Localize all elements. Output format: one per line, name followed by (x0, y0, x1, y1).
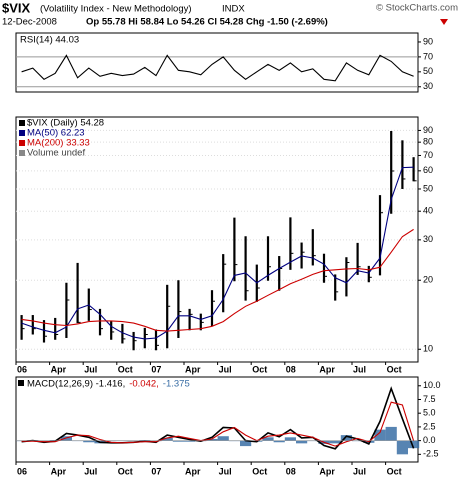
histogram-bar (374, 429, 386, 441)
series-line (21, 228, 414, 332)
x-tick-label: Apr (319, 466, 335, 476)
legend-entry: MACD(12,26,9) -1.416, (27, 379, 125, 390)
x-tick-label: Jul (84, 466, 97, 476)
x-tick-label: Apr (51, 466, 67, 476)
y-tick-label: 90 (423, 36, 433, 46)
x-tick-label: 08 (286, 466, 296, 476)
histogram-bar (396, 440, 408, 455)
y-tick-label: 10 (423, 344, 433, 354)
legend-entry: MA(200) 33.33 (27, 138, 90, 149)
credit: © StockCharts.com (376, 3, 458, 14)
series-line (21, 386, 415, 450)
histogram-bar (385, 426, 397, 441)
legend-swatch (19, 140, 25, 146)
x-tick-label: Jul (219, 466, 232, 476)
y-tick-label: 80 (423, 137, 433, 147)
date: 12-Dec-2008 (2, 17, 57, 28)
x-tick-label: Oct (387, 466, 402, 476)
histogram-bar (262, 437, 274, 441)
x-tick-label: Oct (252, 364, 267, 374)
y-tick-label: 0.0 (423, 435, 436, 445)
y-tick-label: 70 (423, 51, 433, 61)
legend-swatch (19, 150, 25, 156)
histogram-bar (296, 440, 308, 444)
x-tick-label: 07 (151, 466, 161, 476)
x-tick-label: Oct (118, 466, 133, 476)
y-tick-label: 2.5 (423, 421, 436, 431)
y-tick-label: 30 (423, 81, 433, 91)
histogram-bar (329, 440, 341, 444)
x-tick-label: Apr (319, 364, 335, 374)
x-tick-label: 08 (286, 364, 296, 374)
legend-swatch (18, 380, 24, 386)
y-tick-label: 60 (423, 165, 433, 175)
legend-entry: -1.375 (163, 379, 190, 390)
histogram-bar (184, 440, 196, 442)
legend-bg (18, 34, 110, 45)
quote: Op 55.78 Hi 58.84 Lo 54.26 Cl 54.28 Chg … (86, 17, 328, 28)
y-tick-label: 50 (423, 66, 433, 76)
x-tick-label: Apr (51, 364, 67, 374)
x-tick-label: Oct (387, 364, 402, 374)
description: (Volatility Index - New Methodology) (40, 4, 192, 15)
y-tick-label: 90 (423, 125, 433, 135)
legend-entry: Volume undef (27, 148, 85, 159)
y-tick-label: 50 (423, 183, 433, 193)
histogram-bar (408, 440, 420, 449)
x-tick-label: Apr (185, 364, 201, 374)
y-tick-label: 40 (423, 206, 433, 216)
legend-entry: $VIX (Daily) 54.28 (27, 118, 104, 129)
down-arrow (440, 19, 448, 25)
histogram-bar (172, 440, 184, 442)
legend-entry: MA(50) 62.23 (27, 128, 85, 139)
x-tick-label: Oct (252, 466, 267, 476)
y-tick-label: 30 (423, 234, 433, 244)
x-tick-label: Jul (353, 364, 366, 374)
histogram-bar (83, 440, 95, 443)
panel-frame (15, 376, 419, 463)
histogram-bar (217, 436, 229, 441)
exchange: INDX (222, 4, 245, 15)
y-tick-label: 5.0 (423, 408, 436, 418)
x-tick-label: 07 (151, 364, 161, 374)
series-line (21, 166, 414, 340)
x-tick-label: 06 (17, 466, 27, 476)
x-tick-label: 06 (17, 364, 27, 374)
histogram-bar (206, 438, 218, 441)
legend-entry: -0.042, (129, 379, 159, 390)
y-tick-label: 20 (423, 275, 433, 285)
histogram-bar (273, 440, 285, 443)
y-tick-label: 70 (423, 150, 433, 160)
x-tick-label: Jul (353, 466, 366, 476)
y-tick-label: 10.0 (423, 380, 441, 390)
y-tick-label: 7.5 (423, 394, 436, 404)
x-tick-label: Jul (84, 364, 97, 374)
y-tick-label: -2.5 (423, 449, 439, 459)
series-line (21, 54, 414, 82)
ticker: $VIX (2, 0, 31, 15)
histogram-bar (284, 437, 296, 441)
panel-title: RSI(14) 44.03 (20, 35, 79, 46)
x-tick-label: Apr (185, 466, 201, 476)
series-line (21, 401, 415, 447)
legend-swatch (19, 120, 25, 126)
legend-swatch (19, 130, 25, 136)
histogram-bar (240, 440, 252, 447)
x-tick-label: Jul (219, 364, 232, 374)
x-tick-label: Oct (118, 364, 133, 374)
histogram-bar (340, 435, 352, 441)
histogram-bar (161, 437, 173, 441)
